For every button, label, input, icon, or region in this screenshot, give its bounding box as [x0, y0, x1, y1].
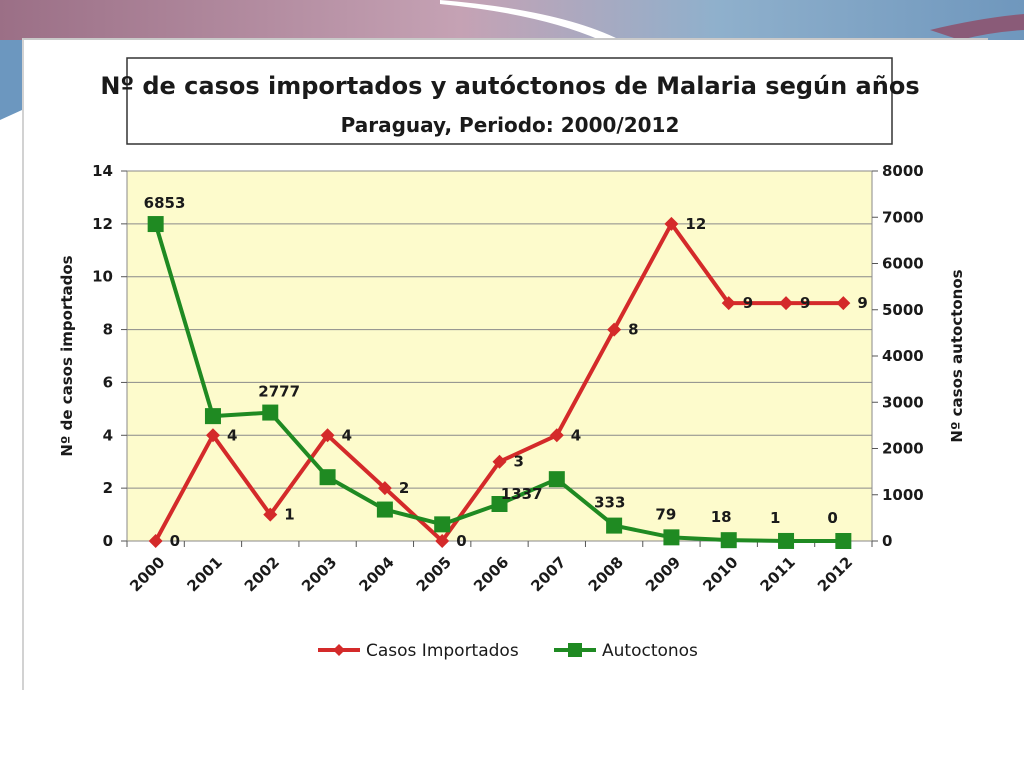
point-autoctonos: [262, 404, 279, 421]
data-label-casos-importados: 4: [227, 426, 237, 444]
point-casos-importados: [320, 428, 335, 443]
point-casos-importados: [492, 454, 507, 469]
point-autoctonos: [204, 408, 221, 425]
point-casos-importados: [377, 481, 392, 496]
right-tick-label: 4000: [882, 347, 924, 365]
point-casos-importados: [435, 534, 450, 548]
point-casos-importados: [836, 296, 851, 311]
x-tick-label: 2003: [298, 553, 340, 595]
plot-area: [126, 170, 873, 542]
data-label-autoctonos: 1: [770, 509, 780, 527]
right-axis-ticks: 0 1000 2000 3000 4000 5000 6000 7000 8000: [872, 162, 924, 550]
point-casos-importados: [721, 296, 736, 311]
data-label-autoctonos: 18: [711, 508, 732, 526]
data-label-casos-importados: 8: [628, 321, 638, 339]
right-tick-label: 3000: [882, 393, 924, 411]
data-label-autoctonos: 79: [655, 505, 676, 523]
data-label-casos-importados: 9: [743, 294, 753, 312]
data-label-casos-importados: 9: [800, 294, 810, 312]
point-autoctonos: [147, 216, 164, 233]
data-label-casos-importados: 9: [857, 294, 867, 312]
right-tick-label: 2000: [882, 440, 924, 458]
point-casos-importados: [664, 216, 679, 231]
point-autoctonos: [663, 529, 680, 546]
x-tick-label: 2011: [757, 553, 799, 595]
left-tick-label: 14: [92, 162, 113, 180]
chart-subtitle: Paraguay, Periodo: 2000/2012: [341, 113, 680, 137]
right-tick-label: 1000: [882, 486, 924, 504]
left-axis-ticks: 0 2 4 6 8 10 12 14: [92, 162, 127, 550]
left-tick-label: 10: [92, 268, 113, 286]
x-tick-label: 2007: [527, 553, 569, 595]
point-autoctonos: [835, 533, 852, 549]
data-label-casos-importados: 12: [685, 215, 706, 233]
x-tick-label: 2004: [355, 553, 397, 595]
point-casos-importados: [607, 322, 622, 337]
left-tick-label: 4: [103, 426, 113, 444]
title-box: [126, 57, 893, 145]
data-labels: 0 4 1 4 2 0 3 4 8 12 9 9 9 6853 2777 1337 333 79 18 1 0: [144, 194, 868, 550]
legend: Casos Importados Autoctonos: [318, 641, 698, 661]
x-axis-ticks: 2000 2001 2002 2003 2004 2005 2006 2007 2008 2009…: [126, 541, 873, 595]
point-autoctonos: [606, 517, 623, 534]
data-label-casos-importados: 1: [284, 506, 294, 524]
right-tick-label: 6000: [882, 255, 924, 273]
series-layer: [147, 216, 852, 549]
legend-label-casos-importados: Casos Importados: [366, 641, 519, 661]
legend-label-autoctonos: Autoctonos: [602, 641, 698, 661]
x-tick-label: 2008: [585, 553, 627, 595]
point-autoctonos: [319, 469, 336, 486]
data-label-casos-importados: 2: [399, 479, 409, 497]
point-autoctonos: [434, 516, 451, 533]
point-autoctonos: [548, 471, 565, 488]
data-label-casos-importados: 4: [571, 426, 581, 444]
data-label-autoctonos: 333: [594, 494, 625, 512]
data-label-autoctonos: 1337: [501, 485, 543, 503]
x-tick-label: 2001: [184, 553, 226, 595]
point-casos-importados: [779, 296, 794, 311]
x-tick-label: 2010: [699, 553, 741, 595]
x-tick-label: 2009: [642, 553, 684, 595]
data-label-autoctonos: 6853: [144, 194, 186, 212]
left-tick-label: 6: [103, 373, 113, 391]
point-autoctonos: [778, 532, 795, 549]
left-axis-title: Nº de casos importados: [58, 255, 76, 456]
x-tick-label: 2000: [126, 553, 168, 595]
left-tick-label: 8: [103, 321, 113, 339]
data-label-casos-importados: 0: [170, 532, 180, 550]
data-label-autoctonos: 2777: [258, 383, 300, 401]
data-label-casos-importados: 4: [342, 426, 352, 444]
x-tick-label: 2002: [241, 553, 283, 595]
legend-marker-casos-importados: [333, 644, 345, 656]
point-autoctonos: [491, 496, 508, 512]
left-tick-label: 0: [103, 532, 113, 550]
right-tick-label: 8000: [882, 162, 924, 180]
point-casos-importados: [148, 534, 163, 548]
point-autoctonos: [376, 501, 393, 518]
legend-marker-autoctonos: [568, 643, 582, 657]
right-tick-label: 5000: [882, 301, 924, 319]
x-tick-label: 2005: [413, 553, 455, 595]
x-tick-label: 2006: [470, 553, 512, 595]
right-tick-label: 7000: [882, 208, 924, 226]
data-label-casos-importados: 0: [456, 532, 466, 550]
right-axis-title: Nº casos autoctonos: [948, 269, 966, 442]
point-casos-importados: [263, 507, 278, 522]
point-casos-importados: [205, 428, 220, 443]
chart-title: Nº de casos importados y autóctonos de M…: [100, 72, 919, 100]
point-autoctonos: [720, 532, 737, 549]
x-tick-label: 2012: [814, 553, 856, 595]
left-tick-label: 12: [92, 215, 113, 233]
slide-header-banner: [0, 0, 1024, 120]
left-tick-label: 2: [103, 479, 113, 497]
point-casos-importados: [549, 428, 564, 443]
right-tick-label: 0: [882, 532, 892, 550]
data-label-casos-importados: 3: [514, 453, 524, 471]
data-label-autoctonos: 0: [827, 509, 837, 527]
